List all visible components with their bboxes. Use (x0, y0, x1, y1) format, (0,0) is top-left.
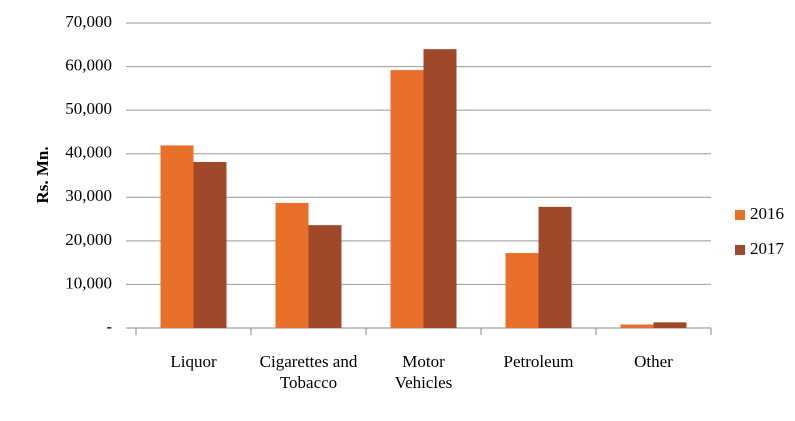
y-tick-label: 20,000 (65, 230, 112, 249)
legend-label: 2016 (750, 204, 784, 223)
y-tick-label: 70,000 (65, 12, 112, 31)
y-tick-label: 10,000 (65, 273, 112, 292)
y-tick-label: 30,000 (65, 186, 112, 205)
y-axis-label: Rs. Mn. (33, 146, 52, 203)
bar (390, 70, 424, 329)
legend-swatch (735, 210, 745, 220)
bar (193, 161, 227, 328)
y-tick-label: 40,000 (65, 143, 112, 162)
bar (423, 49, 457, 329)
x-tick-label: Liquor (170, 352, 217, 371)
bar (653, 322, 687, 328)
y-tick-label: 60,000 (65, 55, 112, 74)
bar (505, 253, 539, 328)
bar (620, 324, 654, 328)
bar (538, 206, 572, 328)
bar (160, 145, 194, 328)
x-tick-label: Cigarettes and Tobacco (259, 352, 358, 392)
x-tick-label: Motor Vehicles (394, 352, 453, 392)
bar (275, 202, 309, 328)
x-tick-label: Petroleum (503, 352, 574, 371)
bar (308, 225, 342, 328)
x-tick-label: Other (634, 352, 673, 371)
legend-swatch (735, 245, 745, 255)
y-tick-label: - (106, 317, 112, 336)
y-tick-label: 50,000 (65, 99, 112, 118)
legend-label: 2017 (750, 239, 785, 258)
